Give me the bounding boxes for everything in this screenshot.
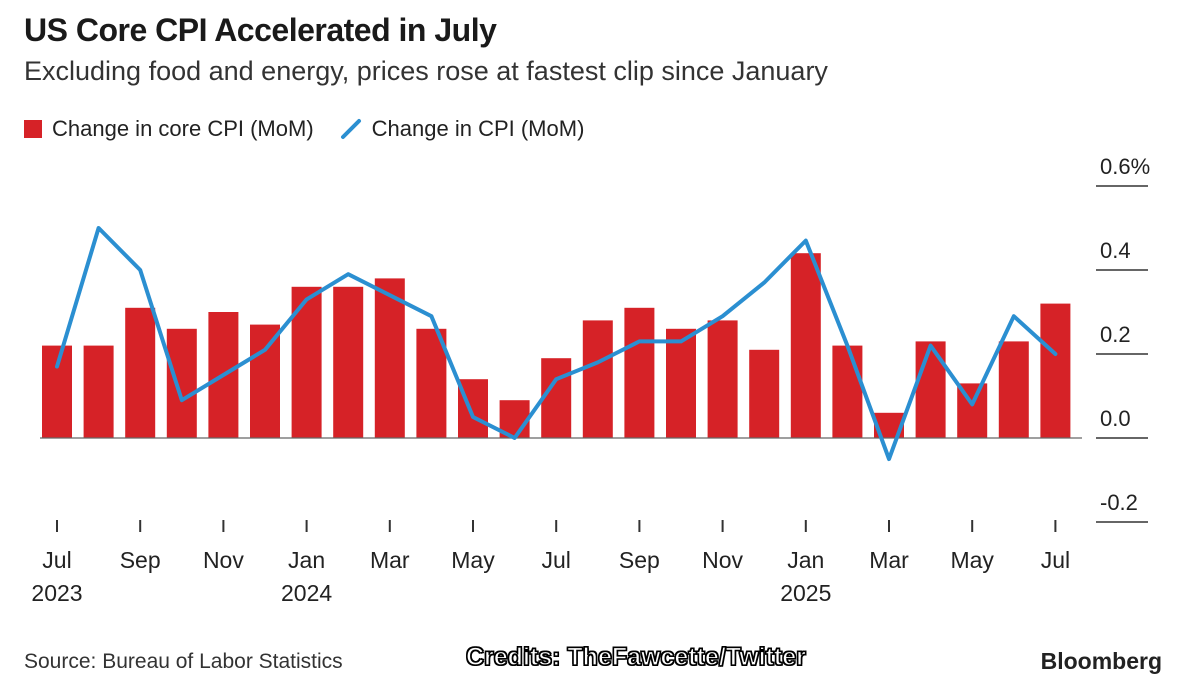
x-tick-label: Jul (1041, 547, 1070, 573)
core-cpi-bar (666, 328, 696, 438)
cpi-point (180, 398, 184, 402)
x-tick-label: May (451, 547, 495, 573)
core-cpi-bar (42, 345, 72, 438)
core-cpi-bar (790, 253, 821, 438)
legend-item-core-cpi: Change in core CPI (MoM) (24, 116, 314, 142)
x-tick-label: Jan (787, 547, 824, 573)
legend-line-swatch (340, 119, 361, 139)
x-tick-label: Jul (42, 547, 71, 573)
x-tick-label: Nov (702, 547, 743, 573)
core-cpi-bar (624, 307, 655, 438)
x-tick-label: Sep (619, 547, 660, 573)
y-tick-label: 0.6% (1100, 154, 1150, 179)
x-year-label: 2023 (31, 580, 82, 606)
x-tick-label: Jan (288, 547, 325, 573)
cpi-point (1053, 352, 1057, 356)
cpi-point (596, 360, 600, 364)
legend-label-cpi: Change in CPI (MoM) (371, 116, 585, 141)
core-cpi-bar (166, 328, 197, 438)
cpi-point (929, 344, 933, 348)
core-cpi-bar (541, 358, 572, 438)
x-tick-label: Mar (869, 547, 909, 573)
core-cpi-bar (1040, 303, 1071, 438)
credits-watermark: Credits: TheFawcette/Twitter (465, 642, 806, 671)
cpi-point (97, 226, 101, 230)
core-cpi-bar (582, 320, 613, 438)
cpi-point (679, 339, 683, 343)
cpi-point (55, 365, 59, 369)
cpi-point (721, 314, 725, 318)
legend-label-core-cpi: Change in core CPI (MoM) (52, 116, 314, 141)
core-cpi-bar (250, 324, 280, 438)
cpi-point (554, 377, 558, 381)
legend-bar-swatch (24, 120, 42, 138)
cpi-point (637, 339, 641, 343)
core-cpi-bar (83, 345, 114, 438)
core-cpi-bar (915, 341, 946, 438)
source-note: Source: Bureau of Labor Statistics (24, 650, 343, 673)
x-year-label: 2025 (780, 580, 831, 606)
x-tick-label: Jul (541, 547, 570, 573)
y-tick-label: 0.2 (1100, 322, 1131, 347)
cpi-point (388, 293, 392, 297)
x-tick-label: May (950, 547, 994, 573)
core-cpi-bar (333, 286, 364, 438)
legend: Change in core CPI (MoM) Change in CPI (… (24, 116, 610, 142)
legend-item-cpi: Change in CPI (MoM) (340, 116, 585, 142)
core-cpi-bar (125, 307, 156, 438)
x-tick-label: Nov (203, 547, 244, 573)
cpi-point (513, 436, 517, 440)
core-cpi-bar (832, 345, 863, 438)
chart-subtitle: Excluding food and energy, prices rose a… (24, 56, 828, 86)
cpi-point (762, 281, 766, 285)
y-tick-label: 0.0 (1100, 406, 1131, 431)
cpi-point (970, 402, 974, 406)
cpi-point (305, 297, 309, 301)
core-cpi-bar (998, 341, 1029, 438)
cpi-point (845, 344, 849, 348)
chart-title: US Core CPI Accelerated in July (24, 12, 497, 48)
core-cpi-bar (707, 320, 738, 438)
cpi-point (804, 239, 808, 243)
cpi-point (471, 415, 475, 419)
x-year-label: 2024 (281, 580, 332, 606)
cpi-point (263, 348, 267, 352)
cpi-point (221, 373, 225, 377)
core-cpi-bar (374, 278, 405, 438)
y-tick-label: 0.4 (1100, 238, 1131, 263)
cpi-point (1012, 314, 1016, 318)
cpi-point (887, 457, 891, 461)
cpi-point (138, 268, 142, 272)
core-cpi-bar (749, 349, 780, 438)
y-tick-label: -0.2 (1100, 490, 1138, 515)
cpi-point (429, 314, 433, 318)
x-tick-label: Sep (120, 547, 161, 573)
brand-logo: Bloomberg (1040, 648, 1162, 674)
core-cpi-bar (416, 328, 447, 438)
x-tick-label: Mar (370, 547, 410, 573)
cpi-point (346, 272, 350, 276)
